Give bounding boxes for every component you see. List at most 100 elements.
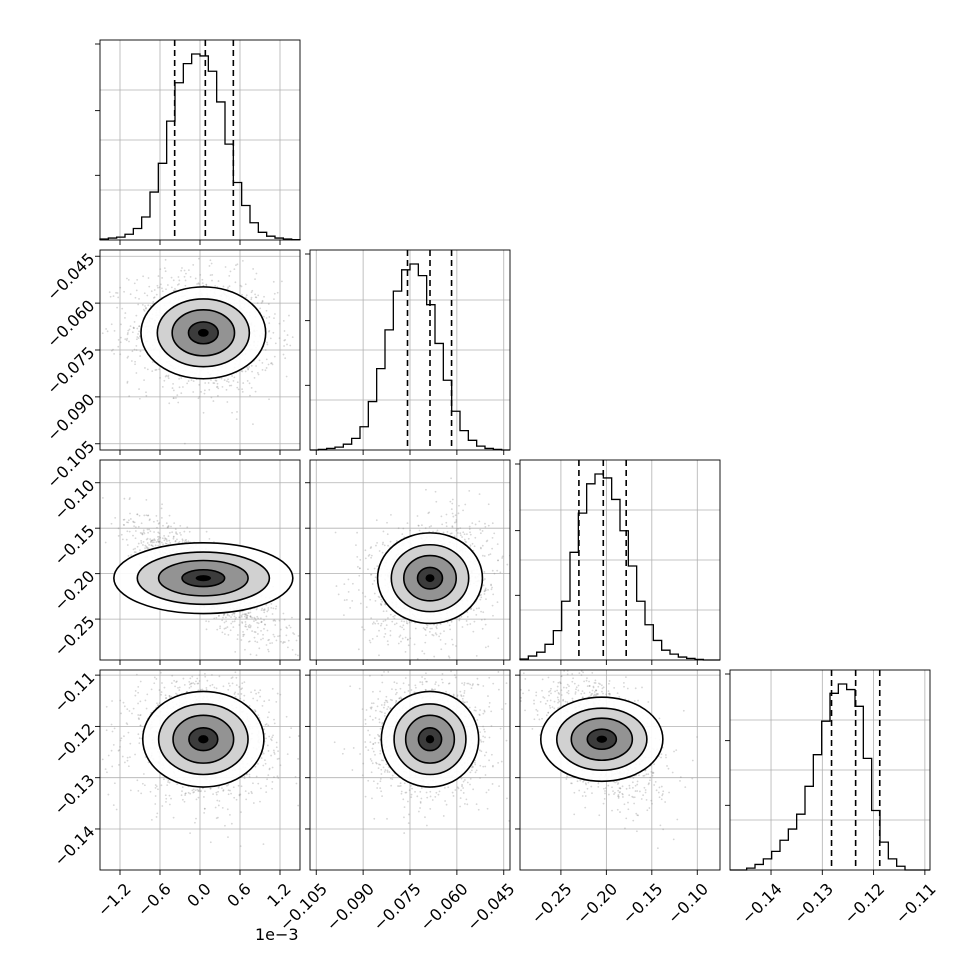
sample-point: [220, 377, 223, 380]
sample-point: [160, 507, 163, 510]
sample-point: [168, 402, 171, 405]
sample-point: [240, 639, 243, 641]
sample-point: [207, 620, 210, 623]
sample-point: [183, 269, 186, 272]
sample-point: [383, 544, 386, 547]
sample-point: [158, 541, 160, 544]
sample-point: [142, 544, 144, 546]
sample-point: [258, 647, 261, 650]
sample-point: [425, 488, 427, 491]
sample-point: [266, 778, 268, 781]
sample-point: [142, 773, 145, 775]
sample-point: [451, 525, 454, 528]
sample-point: [270, 739, 273, 742]
sample-point: [149, 790, 152, 793]
sample-point: [270, 738, 272, 741]
sample-point: [233, 268, 236, 271]
sample-point: [215, 793, 218, 796]
sample-point: [209, 787, 212, 790]
sample-point: [497, 637, 500, 640]
sample-point: [135, 349, 138, 351]
sample-point: [268, 735, 271, 738]
sample-point: [226, 380, 228, 383]
sample-point: [424, 641, 427, 644]
sample-point: [142, 529, 145, 532]
sample-point: [126, 333, 129, 336]
sample-point: [175, 531, 177, 534]
sample-point: [157, 544, 160, 547]
sample-point: [176, 783, 179, 786]
sample-point: [180, 392, 183, 395]
sample-point: [139, 724, 142, 727]
sample-point: [140, 542, 143, 544]
sample-point: [212, 382, 215, 384]
sample-point: [160, 541, 163, 544]
sample-point: [167, 535, 170, 538]
sample-point: [265, 603, 268, 606]
sample-point: [253, 620, 255, 622]
sample-point: [209, 274, 212, 277]
sample-point: [173, 679, 176, 682]
sample-point: [343, 583, 346, 586]
sample-point: [154, 784, 157, 786]
sample-point: [122, 701, 125, 704]
sample-point: [171, 387, 174, 389]
sample-point: [435, 500, 438, 503]
sample-point: [181, 790, 183, 793]
sample-point: [393, 617, 396, 620]
sample-point: [267, 609, 270, 611]
sample-point: [250, 298, 253, 301]
sample-point: [126, 530, 129, 533]
sample-point: [144, 544, 147, 547]
sample-point: [273, 292, 276, 295]
sample-point: [93, 509, 95, 511]
sample-point: [203, 807, 206, 810]
sample-point: [136, 327, 139, 330]
sample-point: [81, 761, 83, 763]
sample-point: [212, 400, 215, 402]
sample-point: [480, 593, 482, 596]
sample-point: [155, 816, 158, 818]
sample-point: [231, 620, 234, 623]
sample-point: [223, 621, 226, 624]
sample-point: [178, 378, 181, 380]
sample-point: [151, 361, 154, 363]
sample-point: [271, 642, 274, 644]
sample-point: [178, 279, 181, 282]
sample-point: [196, 682, 199, 685]
sample-point: [139, 355, 142, 357]
sample-point: [429, 627, 432, 630]
sample-point: [277, 750, 279, 752]
sample-point: [196, 788, 199, 791]
sample-point: [243, 699, 245, 702]
sample-point: [136, 779, 139, 782]
sample-point: [369, 598, 372, 601]
sample-point: [248, 775, 251, 778]
sample-point: [255, 654, 258, 657]
sample-point: [247, 367, 250, 370]
sample-point: [246, 379, 249, 382]
sample-point: [215, 817, 218, 820]
sample-point: [226, 808, 229, 811]
sample-point: [236, 263, 239, 266]
sample-point: [247, 625, 250, 627]
sample-point: [245, 616, 248, 619]
sample-point: [164, 375, 167, 378]
sample-point: [304, 373, 306, 375]
sample-point: [351, 582, 354, 585]
sample-point: [256, 641, 259, 644]
sample-point: [259, 307, 262, 310]
sample-point: [228, 285, 231, 288]
sample-point: [307, 648, 309, 650]
sample-point: [217, 280, 220, 282]
sample-point: [227, 682, 230, 685]
sample-point: [273, 776, 275, 779]
sample-point: [230, 677, 233, 680]
sample-point: [107, 754, 110, 757]
sample-point: [282, 320, 285, 322]
sample-point: [276, 692, 279, 695]
sample-point: [369, 641, 372, 644]
sample-point: [120, 336, 122, 339]
sample-point: [263, 623, 266, 626]
sample-point: [150, 540, 153, 542]
